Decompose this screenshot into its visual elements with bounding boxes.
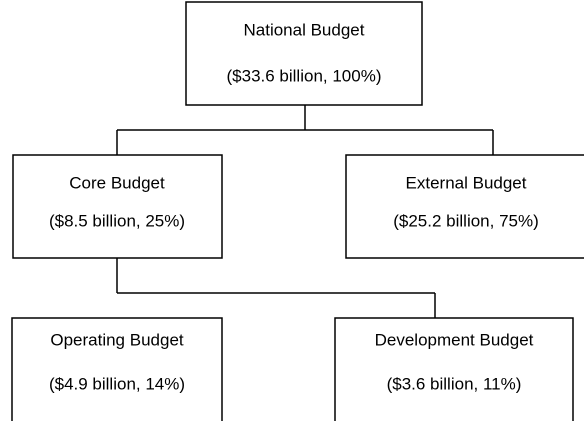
connectors xyxy=(116,105,494,318)
node-detail: ($3.6 billion, 11%) xyxy=(387,374,522,393)
node: Core Budget ($8.5 billion, 25%) xyxy=(12,154,223,259)
node-label: Operating Budget xyxy=(50,330,184,349)
node-box xyxy=(185,1,423,106)
node-label: National Budget xyxy=(244,20,365,39)
node-label: Development Budget xyxy=(375,330,534,349)
node-box xyxy=(345,154,584,259)
node-detail: ($25.2 billion, 75%) xyxy=(393,211,539,230)
node-detail: ($8.5 billion, 25%) xyxy=(49,211,185,230)
node-label: External Budget xyxy=(406,173,527,192)
node: National Budget ($33.6 billion, 100%) xyxy=(185,1,423,106)
node: External Budget ($25.2 billion, 75%) xyxy=(345,154,584,259)
node-detail: ($4.9 billion, 14%) xyxy=(49,374,185,393)
node-box xyxy=(334,317,574,421)
node: Development Budget ($3.6 billion, 11%) xyxy=(334,317,574,421)
node-box xyxy=(11,317,223,421)
node-box xyxy=(12,154,223,259)
node: Operating Budget ($4.9 billion, 14%) xyxy=(11,317,223,421)
node-label: Core Budget xyxy=(69,173,165,192)
node-detail: ($33.6 billion, 100%) xyxy=(227,66,382,85)
